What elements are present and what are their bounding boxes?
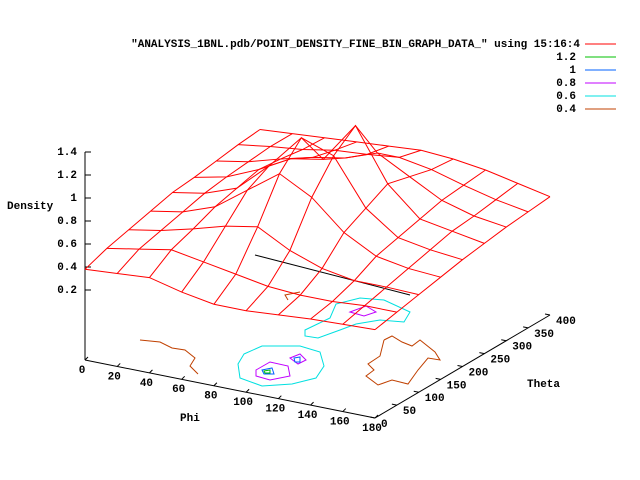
- z-tick-label: 0.6: [57, 239, 77, 251]
- y-tick: [457, 365, 463, 367]
- contour-line: [139, 339, 199, 375]
- y-tick-label: 300: [512, 342, 532, 354]
- legend-label: 0.6: [556, 91, 576, 103]
- x-tick-label: 140: [298, 410, 318, 422]
- surface-mesh-line: [172, 137, 463, 261]
- surface-mesh-line: [128, 225, 419, 296]
- contour-line: [261, 367, 275, 375]
- contour-line: [263, 369, 271, 374]
- back-line: [254, 254, 411, 296]
- y-tick: [479, 352, 485, 355]
- x-tick-label: 20: [108, 371, 121, 383]
- surface-mesh-line: [84, 268, 376, 331]
- x-tick: [310, 401, 314, 406]
- y-tick-label: 0: [381, 419, 388, 431]
- legend-label: 1: [569, 65, 576, 77]
- surface-mesh-line: [150, 173, 441, 278]
- x-tick-label: 160: [330, 416, 350, 428]
- x-tick: [245, 388, 250, 393]
- surface-mesh-line: [259, 129, 551, 198]
- surface-mesh-line: [213, 136, 390, 305]
- surface-mesh-line: [106, 247, 397, 313]
- y-tick-label: 350: [534, 329, 554, 341]
- x-tick: [374, 414, 379, 419]
- y-tick: [523, 326, 529, 329]
- contour-line: [348, 305, 378, 317]
- z-tick-label: 1.4: [57, 147, 77, 159]
- contour-line: [255, 361, 291, 381]
- legend-label: 0.8: [556, 78, 576, 90]
- contour-line: [365, 335, 442, 386]
- phi-axis: [84, 359, 376, 419]
- y-tick: [391, 403, 397, 406]
- surface-mesh-line: [238, 144, 529, 213]
- x-tick: [342, 408, 347, 412]
- legend-title: "ANALYSIS_1BNL.pdb/POINT_DENSITY_FINE_BI…: [131, 39, 580, 51]
- surface-mesh-line: [216, 152, 507, 228]
- y-tick-label: 150: [447, 380, 467, 392]
- x-tick-label: 80: [204, 391, 217, 403]
- legend-label: 1.2: [556, 52, 576, 64]
- x-tick: [84, 356, 89, 361]
- x-tick: [277, 395, 282, 400]
- x-tick: [116, 363, 121, 367]
- surface-mesh-line: [245, 124, 422, 312]
- z-axis-label: Density: [7, 201, 54, 213]
- y-tick-label: 50: [403, 406, 416, 418]
- z-tick-label: 0.4: [57, 262, 77, 274]
- surface-mesh-line: [374, 196, 551, 330]
- x-tick: [149, 369, 153, 374]
- y-tick: [501, 339, 507, 342]
- x-tick-label: 180: [362, 423, 382, 435]
- y-tick: [413, 390, 419, 393]
- y-tick-label: 200: [469, 367, 489, 379]
- base-plane: [84, 152, 551, 419]
- contour-line: [304, 297, 411, 339]
- legend-label: 0.4: [556, 104, 576, 116]
- surface-mesh-line: [277, 158, 454, 316]
- x-tick-label: 40: [140, 378, 153, 390]
- x-tick: [181, 375, 186, 380]
- contour-line: [284, 291, 301, 301]
- x-tick-label: 60: [172, 384, 185, 396]
- x-tick-label: 100: [233, 397, 253, 409]
- z-tick-label: 0.8: [57, 216, 77, 228]
- x-tick-label: 120: [265, 404, 285, 416]
- x-axis-label: Phi: [180, 413, 200, 425]
- z-tick-label: 0.2: [57, 285, 77, 297]
- x-tick-label: 0: [79, 365, 86, 377]
- surface-mesh-line: [116, 133, 293, 274]
- z-tick-label: 1: [70, 193, 77, 205]
- y-tick: [435, 377, 441, 380]
- y-tick-label: 250: [490, 355, 510, 367]
- surface-mesh-line: [194, 124, 485, 244]
- contour-line: [237, 345, 325, 387]
- y-tick-label: 100: [425, 393, 445, 405]
- x-tick: [213, 382, 218, 387]
- z-tick-label: 1.2: [57, 170, 77, 182]
- y-tick: [544, 313, 551, 316]
- y-tick-label: 400: [556, 316, 576, 328]
- y-tick: [369, 416, 376, 419]
- contours: [139, 291, 442, 387]
- y-axis-label: Theta: [527, 379, 560, 391]
- contour-line: [293, 356, 301, 363]
